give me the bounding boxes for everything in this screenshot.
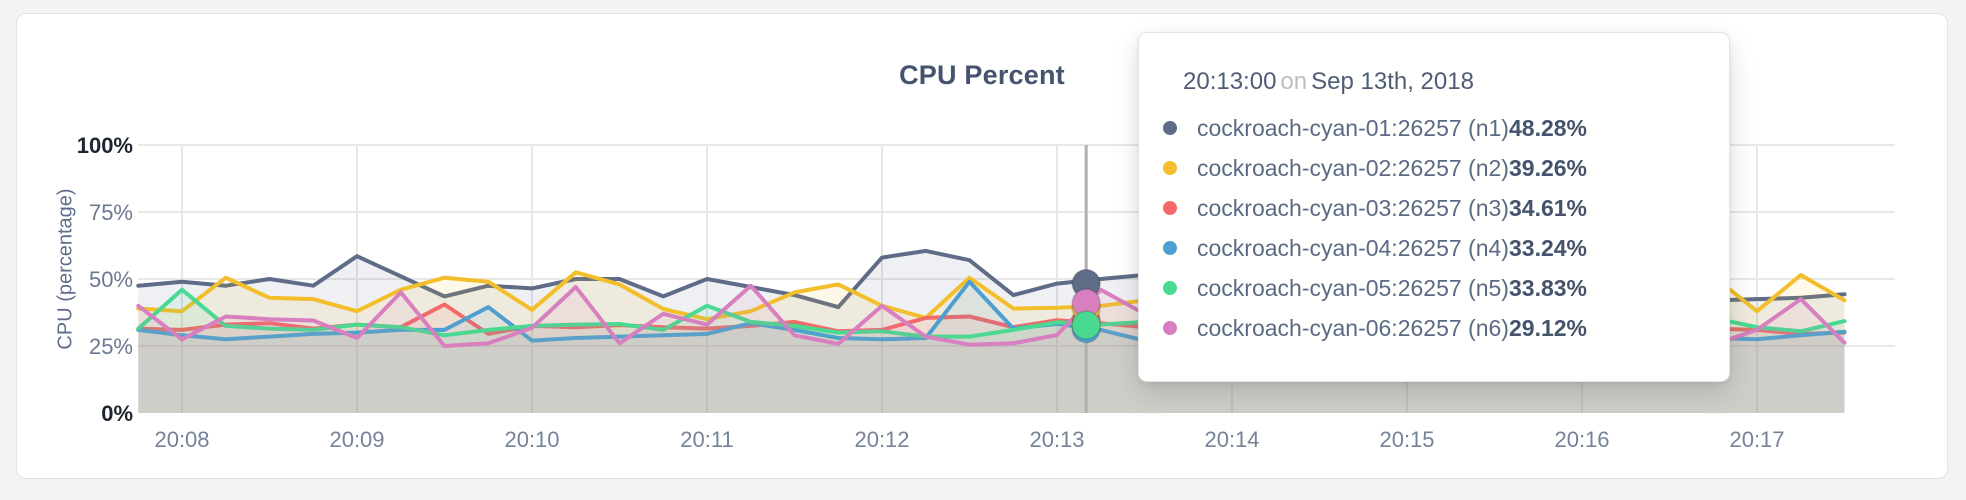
series-color-dot [1163,281,1177,295]
hover-marker [1071,310,1101,340]
tooltip-time: 20:13:00 [1183,68,1277,95]
x-tick-label: 20:13 [1029,427,1084,452]
series-value: 48.28% [1509,115,1588,141]
x-tick-label: 20:15 [1379,427,1434,452]
series-label: cockroach-cyan-02:26257 (n2) [1197,155,1509,181]
x-tick-label: 20:09 [329,427,384,452]
series-color-dot [1163,121,1177,135]
tooltip-row: cockroach-cyan-04:26257 (n4) 33.24% [1163,236,1701,260]
tooltip-on-word: on [1280,68,1308,95]
tooltip-row: cockroach-cyan-03:26257 (n3) 34.61% [1163,196,1701,220]
series-area-n5 [138,289,1845,413]
tooltip-row: cockroach-cyan-01:26257 (n1) 48.28% [1163,116,1701,140]
series-label: cockroach-cyan-05:26257 (n5) [1197,275,1509,301]
x-tick-label: 20:14 [1204,427,1259,452]
tooltip-row: cockroach-cyan-05:26257 (n5) 33.83% [1163,276,1701,300]
series-value: 34.61% [1509,195,1588,221]
series-label: cockroach-cyan-01:26257 (n1) [1197,115,1509,141]
series-color-dot [1163,161,1177,175]
series-color-dot [1163,201,1177,215]
x-tick-label: 20:17 [1729,427,1784,452]
x-tick-label: 20:08 [154,427,209,452]
chart-tooltip: 20:13:00 on Sep 13th, 2018 cockroach-cyan-… [1138,32,1730,382]
tooltip-date: Sep 13th, 2018 [1311,68,1474,95]
y-tick-label: 100% [77,133,133,158]
series-value: 29.12% [1509,315,1588,341]
x-tick-label: 20:16 [1554,427,1609,452]
series-value: 39.26% [1509,155,1588,181]
series-value: 33.83% [1509,275,1588,301]
x-tick-label: 20:10 [504,427,559,452]
y-tick-label: 50% [89,267,133,292]
tooltip-title: 20:13:00 on Sep 13th, 2018 [1183,67,1701,96]
series-label: cockroach-cyan-04:26257 (n4) [1197,235,1509,261]
series-color-dot [1163,321,1177,335]
tooltip-rows: cockroach-cyan-01:26257 (n1) 48.28% cockro… [1163,116,1701,340]
y-tick-label: 0% [101,401,133,426]
x-tick-label: 20:12 [854,427,909,452]
x-tick-label: 20:11 [680,427,733,452]
series-color-dot [1163,241,1177,255]
series-label: cockroach-cyan-03:26257 (n3) [1197,195,1509,221]
series-value: 33.24% [1509,235,1588,261]
series-label: cockroach-cyan-06:26257 (n6) [1197,315,1509,341]
y-tick-label: 75% [89,200,133,225]
chart-title: CPU Percent [899,60,1065,90]
tooltip-row: cockroach-cyan-06:26257 (n6) 29.12% [1163,316,1701,340]
y-tick-label: 25% [89,334,133,359]
tooltip-row: cockroach-cyan-02:26257 (n2) 39.26% [1163,156,1701,180]
